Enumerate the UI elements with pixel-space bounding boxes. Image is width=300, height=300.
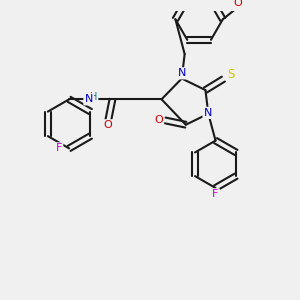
Text: N: N bbox=[85, 94, 93, 104]
Text: N: N bbox=[178, 68, 186, 78]
Text: N: N bbox=[204, 108, 212, 118]
Text: H: H bbox=[90, 92, 98, 102]
Text: O: O bbox=[154, 116, 163, 125]
Text: S: S bbox=[228, 68, 235, 81]
Text: O: O bbox=[233, 0, 242, 8]
Text: F: F bbox=[212, 189, 219, 199]
Text: F: F bbox=[56, 143, 62, 153]
Text: O: O bbox=[104, 120, 112, 130]
